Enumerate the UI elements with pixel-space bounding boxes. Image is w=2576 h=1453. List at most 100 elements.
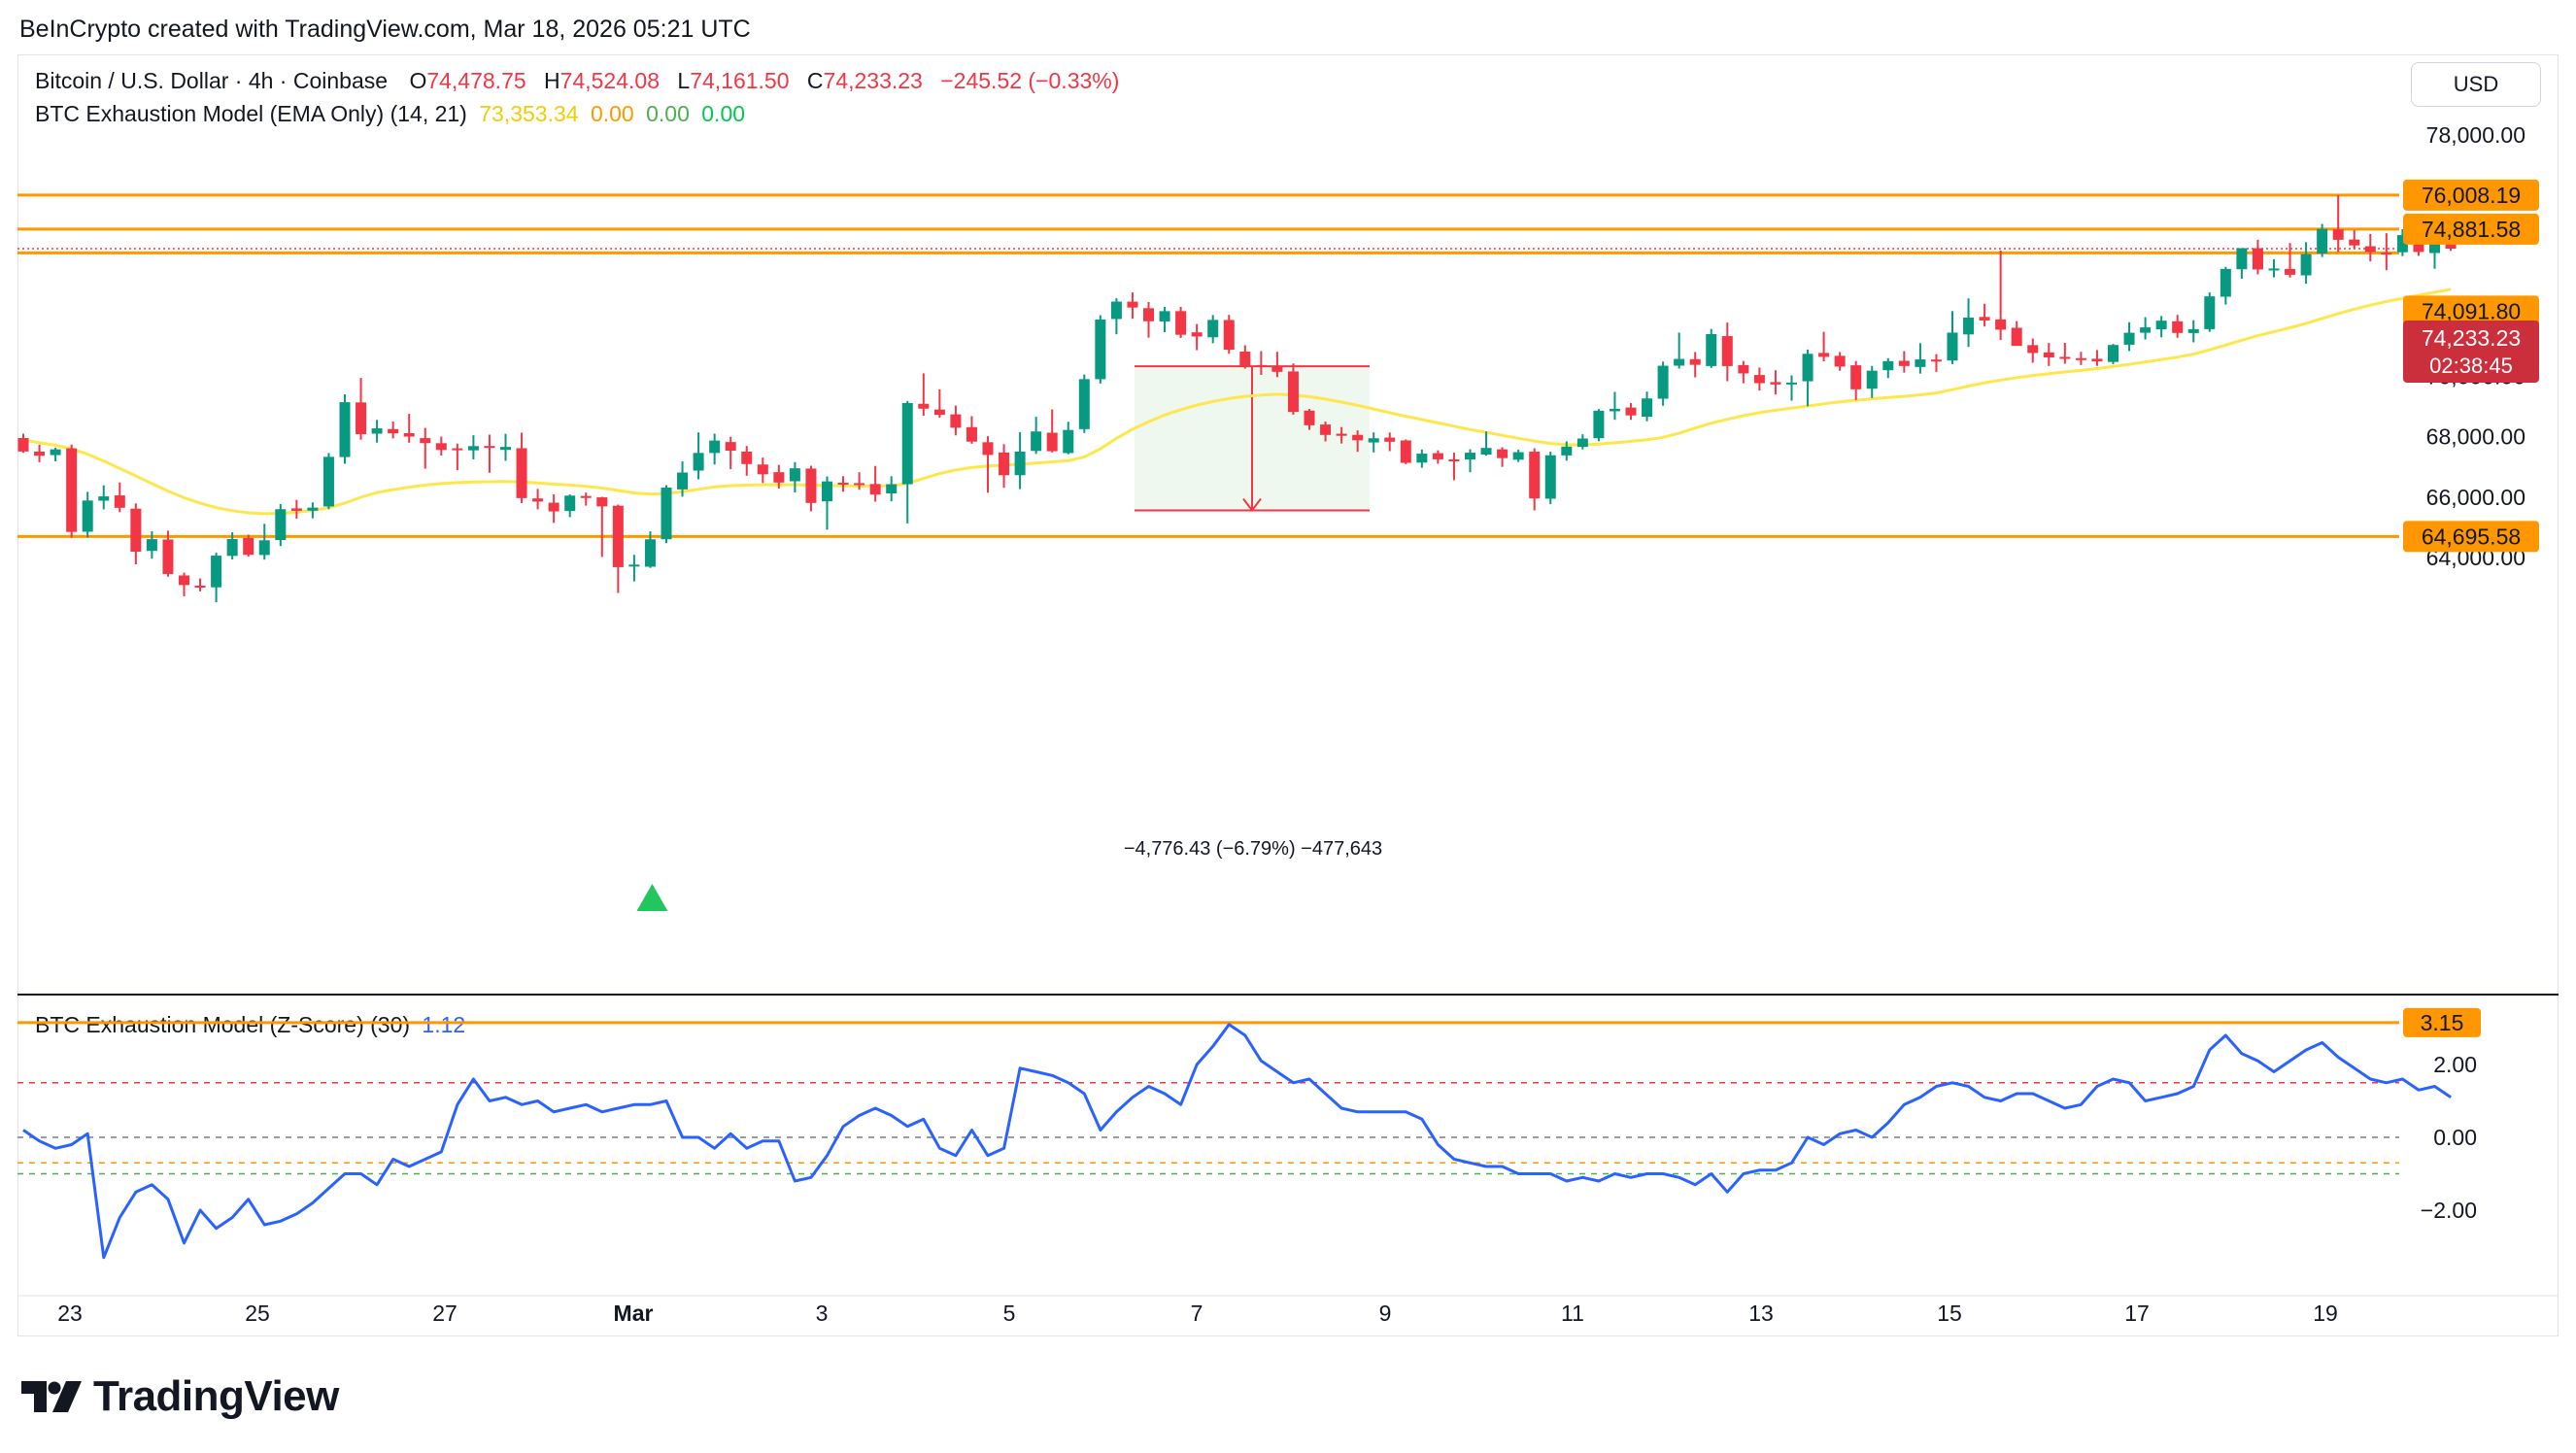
candle-7	[130, 503, 142, 565]
candle-146	[2364, 233, 2376, 262]
level-label-74881: 74,881.58	[2403, 213, 2539, 245]
zscore-tick-label: 2.00	[2433, 1052, 2477, 1077]
candle-body	[179, 575, 189, 586]
candle-body	[2204, 296, 2216, 329]
candle-body	[2043, 352, 2054, 358]
currency-button[interactable]: USD	[2411, 62, 2541, 107]
time-tick-label: 25	[245, 1301, 270, 1326]
change-value: −245.52 (−0.33%)	[940, 68, 1120, 93]
candle-60	[982, 436, 994, 493]
candle-130	[2108, 344, 2118, 364]
candle-28	[467, 435, 479, 459]
candle-17	[290, 499, 302, 520]
zscore-tick-label: −2.00	[2421, 1198, 2477, 1223]
candle-body	[2140, 327, 2152, 333]
candle-body	[290, 508, 302, 511]
zscore-level-label-bg	[2403, 1007, 2481, 1037]
candle-26	[435, 436, 447, 456]
close-label: C	[806, 68, 824, 93]
candle-body	[130, 508, 142, 553]
candle-103	[1674, 332, 1685, 369]
candle-108	[1753, 367, 1765, 391]
ema-indicator-title[interactable]: BTC Exhaustion Model (EMA Only) (14, 21)	[35, 101, 467, 126]
candle-49	[805, 465, 817, 512]
candle-body	[2332, 229, 2344, 240]
candle-123	[1995, 251, 2007, 341]
candle-132	[2140, 317, 2152, 340]
low-label: L	[677, 68, 691, 93]
candle-body	[1063, 429, 1074, 454]
candle-body	[2364, 246, 2376, 253]
candle-body	[516, 448, 527, 498]
candle-body	[500, 447, 511, 451]
candle-body	[114, 495, 125, 508]
candle-128	[2075, 352, 2086, 365]
candle-body	[1642, 398, 1653, 418]
candle-body	[1834, 355, 1846, 367]
candle-138	[2236, 248, 2248, 279]
candle-112	[1818, 331, 1830, 362]
candle-120	[1947, 311, 1958, 364]
candle-body	[2059, 356, 2071, 359]
candle-body	[1384, 437, 1396, 442]
candle-46	[757, 457, 768, 484]
candle-14	[243, 534, 254, 558]
candle-body	[1207, 320, 1219, 338]
candle-body	[628, 564, 640, 567]
zscore-tick-label: 0.00	[2433, 1125, 2477, 1150]
candle-body	[1947, 332, 1958, 361]
candle-body	[467, 446, 479, 451]
current-price-value: 74,233.23	[2422, 325, 2521, 351]
candle-body	[1448, 458, 1460, 461]
candle-body	[2381, 253, 2392, 255]
candle-body	[612, 505, 624, 567]
price-axis: 78,000.0072,000.0070,000.0068,000.0066,0…	[2426, 122, 2525, 570]
candle-58	[950, 405, 962, 436]
candle-143	[2317, 223, 2328, 257]
candle-44	[725, 436, 736, 469]
candle-body	[693, 453, 704, 471]
ema-legend: BTC Exhaustion Model (EMA Only) (14, 21)…	[35, 101, 751, 127]
candle-body	[1593, 410, 1605, 439]
candle-137	[2220, 266, 2231, 305]
candle-body	[1963, 317, 1975, 335]
symbol-title[interactable]: Bitcoin / U.S. Dollar · 4h · Coinbase	[35, 68, 389, 93]
candle-13	[226, 532, 238, 560]
candle-body	[388, 428, 399, 434]
candle-body	[371, 428, 383, 434]
candle-body	[999, 452, 1010, 476]
candle-body	[17, 438, 29, 452]
candle-9	[162, 530, 174, 577]
candle-119	[1930, 354, 1942, 372]
candle-41	[677, 461, 689, 497]
time-tick-label: 9	[1379, 1301, 1392, 1326]
candle-91	[1480, 431, 1492, 456]
candle-77	[1255, 351, 1267, 375]
candle-53	[869, 465, 881, 502]
current-price-tag: 74,233.23 02:38:45	[2403, 321, 2539, 383]
time-tick-label: 23	[57, 1301, 83, 1326]
candle-body	[2187, 328, 2199, 333]
candle-134	[2172, 315, 2184, 338]
candle-25	[420, 427, 431, 469]
candle-body	[2011, 327, 2022, 347]
candle-8	[146, 531, 157, 559]
candle-27	[452, 443, 463, 471]
candle-40	[661, 485, 672, 544]
candle-96	[1561, 441, 1573, 461]
candle-43	[709, 433, 721, 465]
candle-body	[1497, 449, 1508, 458]
level-label-74091: 74,091.80	[2403, 295, 2539, 327]
candle-body	[966, 426, 977, 442]
price-tick-label: 66,000.00	[2426, 485, 2525, 510]
candle-body	[1786, 382, 1797, 385]
candle-148	[2396, 228, 2408, 256]
candle-body	[2445, 241, 2457, 250]
candle-body	[1561, 446, 1573, 456]
candle-55	[901, 400, 913, 524]
candle-body	[1159, 311, 1170, 321]
candle-body	[1432, 453, 1443, 459]
ema-value: 73,353.34	[479, 101, 579, 126]
zscore-indicator-title[interactable]: BTC Exhaustion Model (Z-Score) (30)	[35, 1012, 411, 1037]
